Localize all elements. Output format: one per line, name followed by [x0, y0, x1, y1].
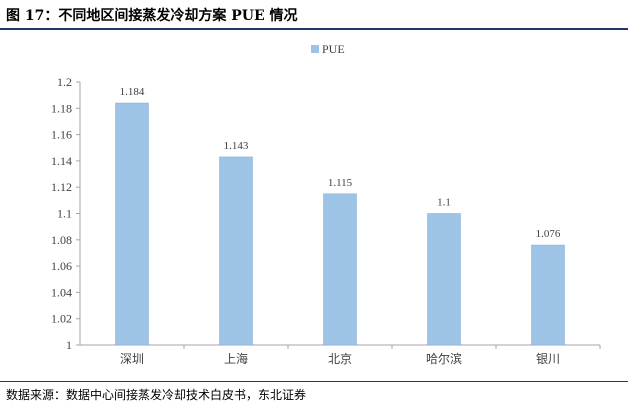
x-category-label: 银川 [536, 352, 560, 366]
x-category-label: 北京 [328, 352, 352, 366]
data-label: 1.115 [328, 177, 353, 189]
y-tick-label: 1.14 [51, 154, 72, 168]
data-label: 1.184 [120, 86, 145, 98]
y-tick-label: 1.08 [51, 233, 72, 247]
legend-label: PUE [322, 42, 345, 56]
bar [219, 156, 253, 346]
y-tick-label: 1.12 [51, 180, 72, 194]
y-tick-label: 1 [66, 338, 72, 352]
data-label: 1.076 [536, 228, 561, 240]
bar [115, 102, 149, 346]
title-rule [0, 28, 628, 30]
bar [531, 244, 565, 346]
legend-swatch [311, 45, 319, 53]
source-rule [0, 381, 628, 382]
x-category-label: 哈尔滨 [426, 351, 462, 366]
y-tick-label: 1.02 [51, 312, 72, 326]
y-tick-label: 1.18 [51, 101, 72, 115]
y-tick-label: 1.16 [51, 128, 72, 142]
data-label: 1.143 [224, 140, 249, 152]
bar [427, 213, 461, 346]
y-tick-label: 1.2 [57, 75, 72, 89]
data-label: 1.1 [437, 197, 451, 209]
y-tick-label: 1.06 [51, 259, 72, 273]
x-category-label: 上海 [224, 351, 248, 366]
bar [323, 193, 357, 346]
y-tick-label: 1.1 [57, 207, 72, 221]
bar-chart: PUE 1 1.02 1.04 1.06 1.08 1.1 1.12 1.14 1.16 1.18 1… [51, 42, 601, 366]
source-note: 数据来源：数据中心间接蒸发冷却技术白皮书，东北证券 [6, 388, 307, 402]
figure-title: 图 17：不同地区间接蒸发冷却方案 PUE 情况 [6, 8, 298, 24]
y-tick-label: 1.04 [51, 285, 72, 299]
x-category-label: 深圳 [120, 352, 144, 366]
